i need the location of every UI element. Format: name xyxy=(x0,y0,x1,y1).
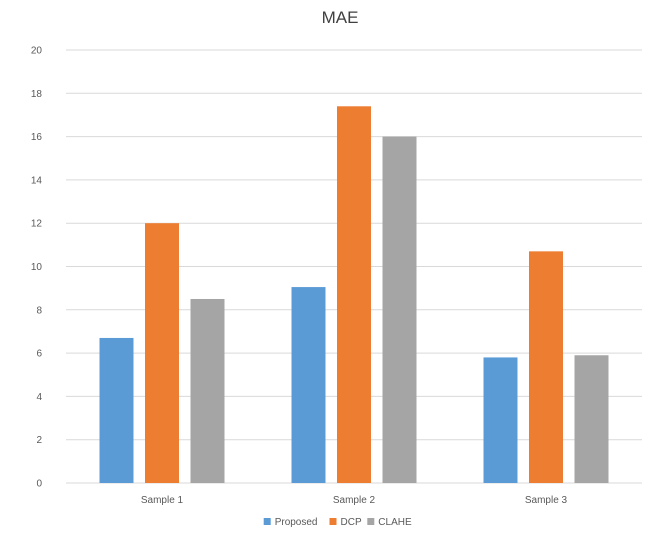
y-tick-label: 0 xyxy=(36,479,42,490)
legend-label-proposed: Proposed xyxy=(275,517,318,528)
chart-title: MAE xyxy=(322,8,359,27)
bar-dcp-sample-1 xyxy=(145,223,179,483)
bar-proposed-sample-2 xyxy=(291,287,326,483)
y-tick-label: 16 xyxy=(31,132,43,143)
legend-swatch-dcp xyxy=(329,518,337,525)
bar-proposed-sample-1 xyxy=(99,337,134,483)
y-tick-label: 14 xyxy=(31,175,43,186)
bar-clahe-sample-1 xyxy=(190,298,225,483)
x-tick-label: Sample 3 xyxy=(525,495,568,506)
bar-proposed-sample-3 xyxy=(483,357,518,483)
y-tick-label: 18 xyxy=(31,89,43,100)
y-tick-label: 8 xyxy=(36,305,42,316)
y-tick-label: 20 xyxy=(31,46,43,57)
y-tick-label: 2 xyxy=(36,435,42,446)
x-axis-ticks: Sample 1 Sample 2 Sample 3 xyxy=(141,495,568,506)
y-tick-label: 10 xyxy=(31,262,43,273)
y-tick-label: 12 xyxy=(31,219,43,230)
y-tick-label: 6 xyxy=(36,349,42,360)
bar-dcp-sample-3 xyxy=(529,251,563,483)
legend-swatch-clahe xyxy=(367,518,375,525)
y-axis-ticks: 0 2 4 6 8 10 12 14 16 18 20 xyxy=(31,46,43,490)
bar-dcp-sample-2 xyxy=(337,106,371,483)
legend: Proposed DCP CLAHE xyxy=(263,517,412,528)
x-tick-label: Sample 1 xyxy=(141,495,184,506)
x-tick-label: Sample 2 xyxy=(333,495,376,506)
bars xyxy=(99,106,609,483)
legend-label-clahe: CLAHE xyxy=(378,517,412,528)
bar-clahe-sample-2 xyxy=(382,136,417,483)
legend-label-dcp: DCP xyxy=(341,517,362,528)
y-tick-label: 4 xyxy=(36,392,42,403)
legend-swatch-proposed xyxy=(263,518,271,525)
bar-clahe-sample-3 xyxy=(574,355,609,483)
